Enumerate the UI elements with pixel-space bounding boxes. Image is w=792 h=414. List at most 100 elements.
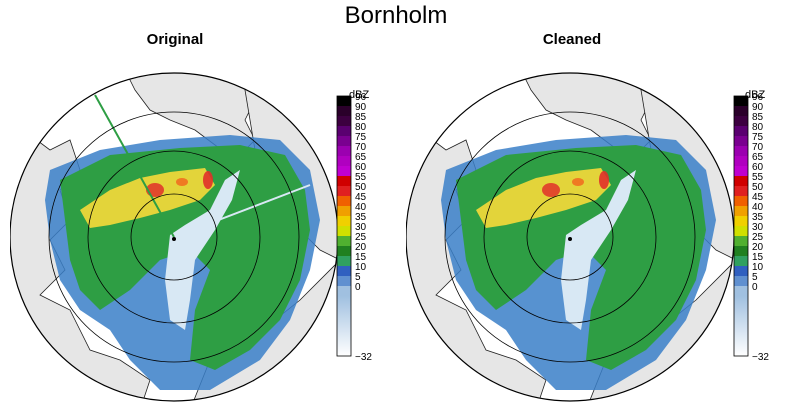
colorbar-tick-label: 70 — [355, 142, 367, 153]
colorbar-tick-label: 60 — [752, 162, 764, 173]
colorbar-segment — [734, 126, 748, 136]
colorbar-tick-label: 50 — [752, 182, 764, 193]
colorbar-segment — [734, 246, 748, 256]
colorbar-segment — [337, 96, 351, 106]
colorbar-segment — [337, 196, 351, 206]
colorbar-segment — [337, 146, 351, 156]
colorbar-tick-label: 96 — [355, 92, 367, 103]
colorbar-segment — [734, 166, 748, 176]
colorbar-segment — [337, 106, 351, 116]
colorbar-segment — [734, 286, 748, 296]
colorbar-tick-label: −32 — [752, 352, 769, 363]
colorbar-tick-label: 0 — [355, 282, 361, 293]
colorbar-tick-label: 40 — [355, 202, 367, 213]
colorbar-segment — [734, 236, 748, 246]
colorbar-segment — [734, 106, 748, 116]
colorbar-segment — [734, 296, 748, 356]
colorbar-segment — [734, 256, 748, 266]
colorbar-segment — [337, 296, 351, 356]
range-ring-1 — [526, 193, 614, 281]
figure-title: Bornholm — [344, 2, 448, 29]
colorbar-segment — [337, 166, 351, 176]
colorbar-segment — [734, 226, 748, 236]
colorbar-tick-label: 15 — [355, 252, 367, 263]
range-ring-3 — [48, 111, 300, 363]
echo-clear-band — [561, 170, 636, 330]
colorbar-tick-label: 90 — [355, 102, 367, 113]
interference-spoke-1 — [173, 184, 311, 238]
colorbar-segment — [337, 156, 351, 166]
colorbar-segment — [337, 226, 351, 236]
colorbar-tick-label: 35 — [355, 212, 367, 223]
colorbar-segment — [734, 96, 748, 106]
colorbar-segment — [337, 236, 351, 246]
colorbar-tick-label: 30 — [355, 222, 367, 233]
colorbar-tick-label: 10 — [355, 262, 367, 273]
colorbar-tick-label: 25 — [752, 232, 764, 243]
panel-title-cleaned: Cleaned — [542, 31, 602, 48]
echo-heavy-1 — [542, 183, 560, 197]
colorbar-segment — [337, 266, 351, 276]
range-ring-1 — [130, 193, 218, 281]
colorbar-tick-label: 20 — [752, 242, 764, 253]
colorbar-tick-label: 20 — [355, 242, 367, 253]
colorbar-tick-label: 70 — [752, 142, 764, 153]
colorbar-unit-original: dBZ — [349, 89, 370, 101]
panel-title-original: Original — [146, 31, 204, 48]
range-ring-2 — [87, 150, 261, 324]
colorbar-segment — [337, 276, 351, 286]
colorbar-tick-label: 35 — [752, 212, 764, 223]
colorbar-tick-label: 85 — [355, 112, 367, 123]
echo-heavy-2 — [599, 171, 609, 189]
colorbar-segment — [337, 246, 351, 256]
colorbar-tick-label: 60 — [355, 162, 367, 173]
colorbar-tick-label: 75 — [355, 132, 367, 143]
colorbar-tick-label: 45 — [355, 192, 367, 203]
colorbar-tick-label: 0 — [752, 282, 758, 293]
colorbar-segment — [734, 116, 748, 126]
colorbar-tick-label: 80 — [752, 122, 764, 133]
colorbar-tick-label: 50 — [355, 182, 367, 193]
colorbar-segment — [337, 186, 351, 196]
colorbar-tick-label: −32 — [355, 352, 372, 363]
colorbar-segment — [337, 206, 351, 216]
radar-map-original — [10, 72, 339, 402]
colorbar-tick-label: 55 — [752, 172, 764, 183]
colorbar-segment — [337, 256, 351, 266]
colorbar-segment — [734, 216, 748, 226]
colorbar-tick-label: 96 — [752, 92, 764, 103]
interference-spoke-2 — [94, 94, 175, 238]
colorbar-segment — [734, 186, 748, 196]
colorbar-tick-label: 45 — [752, 192, 764, 203]
colorbar-segment — [337, 176, 351, 186]
colorbar-tick-label: 90 — [752, 102, 764, 113]
colorbar-segment — [337, 136, 351, 146]
colorbar-tick-label: 30 — [752, 222, 764, 233]
colorbar-segment — [734, 146, 748, 156]
colorbar-tick-label: 80 — [355, 122, 367, 133]
colorbar-tick-label: 25 — [355, 232, 367, 243]
colorbar-segment — [337, 216, 351, 226]
colorbar-tick-label: 15 — [752, 252, 764, 263]
colorbar-segment — [734, 276, 748, 286]
colorbar-segment — [734, 156, 748, 166]
range-ring-3 — [444, 111, 696, 363]
radar-site-marker — [172, 237, 176, 241]
colorbar-tick-label: 85 — [752, 112, 764, 123]
colorbar-frame — [733, 95, 749, 357]
colorbar-tick-label: 5 — [752, 272, 758, 283]
colorbar-frame — [336, 95, 352, 357]
colorbar-segment — [337, 286, 351, 296]
colorbar-segment — [734, 266, 748, 276]
echo-heavy-3 — [176, 178, 188, 186]
colorbar-segment — [734, 196, 748, 206]
colorbar-cleaned: 96908580757065605550454035302520151050−3… — [733, 92, 769, 363]
colorbar-segment — [337, 116, 351, 126]
colorbar-tick-label: 65 — [752, 152, 764, 163]
colorbar-unit-cleaned: dBZ — [745, 89, 766, 101]
echo-clear-band — [165, 170, 240, 330]
echo-heavy-2 — [203, 171, 213, 189]
radar-map-cleaned — [406, 72, 735, 402]
colorbar-tick-label: 10 — [752, 262, 764, 273]
colorbar-segment — [734, 206, 748, 216]
